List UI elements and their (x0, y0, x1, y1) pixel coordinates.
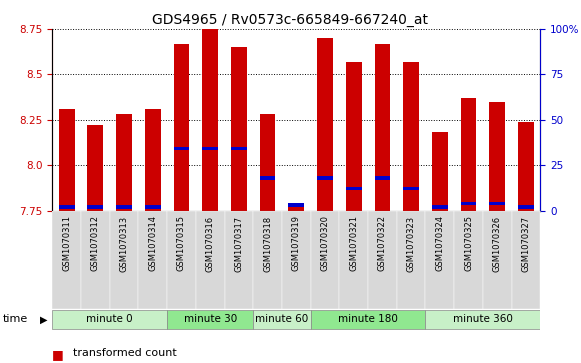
Text: GSM1070314: GSM1070314 (148, 215, 157, 272)
Text: minute 180: minute 180 (338, 314, 398, 325)
Text: GSM1070324: GSM1070324 (435, 215, 444, 272)
Text: minute 60: minute 60 (255, 314, 309, 325)
Text: minute 360: minute 360 (453, 314, 513, 325)
Text: GSM1070319: GSM1070319 (292, 215, 301, 272)
Bar (518, 122, 534, 211)
Text: GSM1070311: GSM1070311 (62, 215, 71, 272)
Bar (339, 211, 368, 309)
Text: GDS4965 / Rv0573c-665849-667240_at: GDS4965 / Rv0573c-665849-667240_at (152, 13, 429, 27)
Bar (375, 44, 390, 211)
Bar (311, 211, 339, 309)
Bar (397, 211, 425, 309)
Bar (110, 211, 138, 309)
Bar (432, 205, 448, 208)
Bar (282, 211, 311, 309)
Bar (167, 211, 196, 309)
Bar (81, 211, 110, 309)
Bar (88, 205, 103, 208)
Text: GSM1070317: GSM1070317 (234, 215, 243, 272)
Bar (288, 203, 304, 207)
Text: GSM1070316: GSM1070316 (206, 215, 215, 272)
Text: GSM1070313: GSM1070313 (120, 215, 128, 272)
Bar (260, 114, 275, 211)
Bar (346, 62, 361, 211)
Bar (202, 29, 218, 211)
Bar (512, 211, 540, 309)
Bar (288, 207, 304, 211)
Bar (454, 211, 483, 309)
Text: GSM1070312: GSM1070312 (91, 215, 100, 272)
Bar (461, 98, 476, 211)
Bar (425, 211, 454, 309)
Bar (138, 211, 167, 309)
Bar (432, 132, 448, 211)
Text: GSM1070320: GSM1070320 (321, 215, 329, 272)
Bar (489, 202, 505, 205)
Text: transformed count: transformed count (73, 348, 177, 359)
Text: GSM1070327: GSM1070327 (522, 215, 530, 272)
Text: GSM1070326: GSM1070326 (493, 215, 502, 272)
Text: GSM1070321: GSM1070321 (349, 215, 358, 272)
Bar (196, 211, 224, 309)
Bar (231, 147, 247, 151)
Bar (116, 205, 132, 208)
Bar (253, 211, 282, 309)
Bar (231, 47, 247, 211)
Text: ▶: ▶ (40, 314, 47, 325)
Bar (317, 176, 333, 180)
Text: minute 30: minute 30 (184, 314, 237, 325)
Text: minute 0: minute 0 (87, 314, 133, 325)
FancyBboxPatch shape (52, 310, 167, 329)
Text: GSM1070322: GSM1070322 (378, 215, 387, 272)
Bar (145, 109, 161, 211)
Bar (403, 187, 419, 190)
Bar (368, 211, 397, 309)
Bar (375, 176, 390, 180)
Bar (403, 62, 419, 211)
Bar (174, 147, 189, 151)
Bar (88, 125, 103, 211)
Bar (145, 205, 161, 208)
Bar (224, 211, 253, 309)
Bar (346, 187, 361, 190)
Bar (59, 205, 74, 208)
Bar (461, 202, 476, 205)
FancyBboxPatch shape (253, 310, 311, 329)
FancyBboxPatch shape (311, 310, 425, 329)
Bar (489, 102, 505, 211)
Text: GSM1070315: GSM1070315 (177, 215, 186, 272)
Bar (202, 147, 218, 151)
Bar (174, 44, 189, 211)
Text: GSM1070318: GSM1070318 (263, 215, 272, 272)
FancyBboxPatch shape (425, 310, 540, 329)
Text: ■: ■ (52, 348, 64, 362)
Bar (518, 205, 534, 208)
Text: time: time (3, 314, 28, 325)
Bar (260, 176, 275, 180)
Bar (116, 114, 132, 211)
Text: GSM1070323: GSM1070323 (407, 215, 415, 272)
Bar (52, 211, 81, 309)
Text: GSM1070325: GSM1070325 (464, 215, 473, 272)
Bar (483, 211, 512, 309)
Bar (59, 109, 74, 211)
FancyBboxPatch shape (167, 310, 253, 329)
Bar (317, 38, 333, 211)
